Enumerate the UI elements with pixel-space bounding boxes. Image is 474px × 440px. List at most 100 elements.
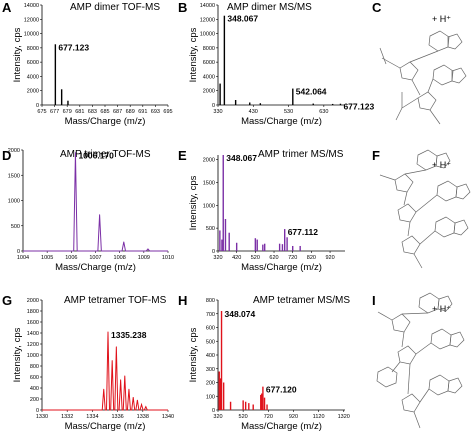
y-tick-label: 700 — [206, 312, 215, 318]
panel-label-h: H — [178, 293, 187, 308]
y-tick-label: 6000 — [203, 60, 215, 66]
y-tick-label: 12000 — [200, 17, 215, 23]
x-tick-label: 920 — [325, 255, 334, 261]
chart-amp-trimer-tof: AMP trimer TOF-MS 1004 1005 1006 1007 1008 100… — [8, 148, 174, 273]
x-tick-label: 1006 — [65, 255, 77, 261]
x-axis-label: Mass/Charge (m/z) — [241, 262, 322, 273]
y-tick-label: 1000 — [203, 203, 215, 209]
charge-label-c: + H⁺ — [432, 14, 451, 24]
panel-label-i: I — [372, 293, 376, 308]
x-tick-label: 820 — [307, 255, 316, 261]
x-tick-label: 1332 — [61, 414, 73, 420]
x-tick-label: 320 — [213, 255, 222, 261]
panel-label-b: B — [178, 0, 187, 15]
y-tick-label: 1000 — [8, 199, 20, 205]
y-tick-label: 6000 — [27, 60, 39, 66]
chart-amp-dimer-msms: AMP dimer MS/MS 330 430 530 630 0 2000 4000 6000… — [188, 2, 374, 127]
y-tick-label: 200 — [30, 397, 39, 403]
panel-label-a: A — [2, 0, 12, 15]
x-tick-label: 520 — [251, 255, 260, 261]
x-tick-label: 720 — [264, 414, 273, 420]
peak-point — [75, 152, 76, 153]
x-tick-label: 720 — [288, 255, 297, 261]
y-tick-label: 1500 — [203, 180, 215, 186]
chart-amp-tetramer-msms: AMP tetramer MS/MS 320 520 720 920 1120 1320 0 1… — [188, 295, 350, 432]
x-axis-label: Mass/Charge (m/z) — [65, 116, 146, 127]
peak-annotation: 677.123 — [58, 42, 89, 52]
peak-point — [136, 399, 138, 401]
x-tick-label: 420 — [232, 255, 241, 261]
x-tick-label: 1340 — [162, 414, 174, 420]
peak-annotation: 542.064 — [296, 87, 327, 97]
y-tick-label: 1800 — [27, 309, 39, 315]
y-tick-label: 600 — [30, 375, 39, 381]
y-tick-label: 0 — [212, 249, 215, 255]
chart-title: AMP trimer TOF-MS — [60, 149, 151, 160]
x-tick-label: 693 — [151, 109, 160, 115]
y-tick-label: 500 — [206, 226, 215, 232]
y-tick-label: 500 — [11, 224, 20, 230]
structure-tetramer: + H⁺ — [376, 292, 465, 429]
y-tick-label: 2000 — [27, 298, 39, 304]
y-tick-label: 400 — [30, 386, 39, 392]
peak-point — [147, 248, 149, 250]
x-tick-label: 1009 — [138, 255, 150, 261]
chart-title: AMP tetramer MS/MS — [253, 295, 350, 306]
x-tick-label: 1320 — [338, 414, 350, 420]
y-axis-label: Intensity, cps — [188, 27, 199, 82]
x-tick-label: 687 — [113, 109, 122, 115]
x-tick-label: 620 — [269, 255, 278, 261]
peak-annotation: 1335.238 — [111, 330, 147, 340]
x-tick-label: 1007 — [89, 255, 101, 261]
peak-point — [99, 214, 101, 216]
y-tick-label: 1600 — [27, 320, 39, 326]
peak-annotation: 677.120 — [266, 385, 297, 395]
x-tick-label: 920 — [289, 414, 298, 420]
y-tick-label: 2000 — [27, 89, 39, 95]
chart-amp-trimer-msms: AMP trimer MS/MS 320 420 520 620 720 820 920 0 50… — [188, 149, 345, 273]
peak-point — [141, 404, 142, 405]
y-tick-label: 0 — [212, 103, 215, 109]
y-tick-label: 500 — [206, 339, 215, 345]
x-tick-label: 675 — [37, 109, 46, 115]
y-tick-label: 600 — [206, 326, 215, 332]
peak-point — [103, 388, 105, 390]
x-tick-label: 320 — [213, 414, 222, 420]
peak-annotation: 348.067 — [226, 153, 257, 163]
peak-annotation: 677.112 — [288, 227, 319, 237]
y-tick-label: 0 — [36, 408, 39, 414]
x-tick-label: 681 — [75, 109, 84, 115]
x-tick-label: 1334 — [86, 414, 98, 420]
panel-label-d: D — [2, 148, 11, 163]
chart-amp-tetramer-tof: AMP tetramer TOF-MS 1330 1332 1334 1336 1338 1… — [12, 295, 174, 432]
y-tick-label: 8000 — [27, 46, 39, 52]
structure-dimer: + H⁺ — [379, 14, 467, 125]
structure-trimer: + H⁺ — [379, 149, 471, 269]
x-tick-label: 685 — [100, 109, 109, 115]
y-tick-label: 800 — [30, 364, 39, 370]
y-tick-label: 1200 — [27, 342, 39, 348]
y-axis-label: Intensity, cps — [188, 327, 199, 382]
y-tick-label: 0 — [36, 103, 39, 109]
y-tick-label: 10000 — [200, 32, 215, 38]
y-tick-label: 4000 — [27, 74, 39, 80]
peak-point — [145, 406, 147, 408]
x-tick-label: 330 — [213, 109, 222, 115]
peak-point — [111, 360, 113, 361]
panel-label-c: C — [372, 0, 382, 15]
charge-label-f: + H⁺ — [432, 160, 451, 170]
x-tick-label: 1330 — [36, 414, 48, 420]
x-axis-label: Mass/Charge (m/z) — [55, 262, 136, 273]
y-tick-label: 1500 — [8, 173, 20, 179]
x-tick-label: 691 — [138, 109, 147, 115]
peak-point — [132, 396, 134, 398]
peak-point — [115, 346, 117, 348]
y-tick-label: 12000 — [24, 17, 39, 23]
peak-annotation: 677.123 — [343, 102, 374, 112]
x-tick-label: 695 — [163, 109, 172, 115]
peak-point — [123, 241, 125, 243]
chart-title: AMP dimer TOF-MS — [70, 2, 160, 13]
y-tick-label: 1000 — [27, 353, 39, 359]
y-tick-label: 400 — [206, 353, 215, 359]
chart-title: AMP tetramer TOF-MS — [64, 295, 167, 306]
